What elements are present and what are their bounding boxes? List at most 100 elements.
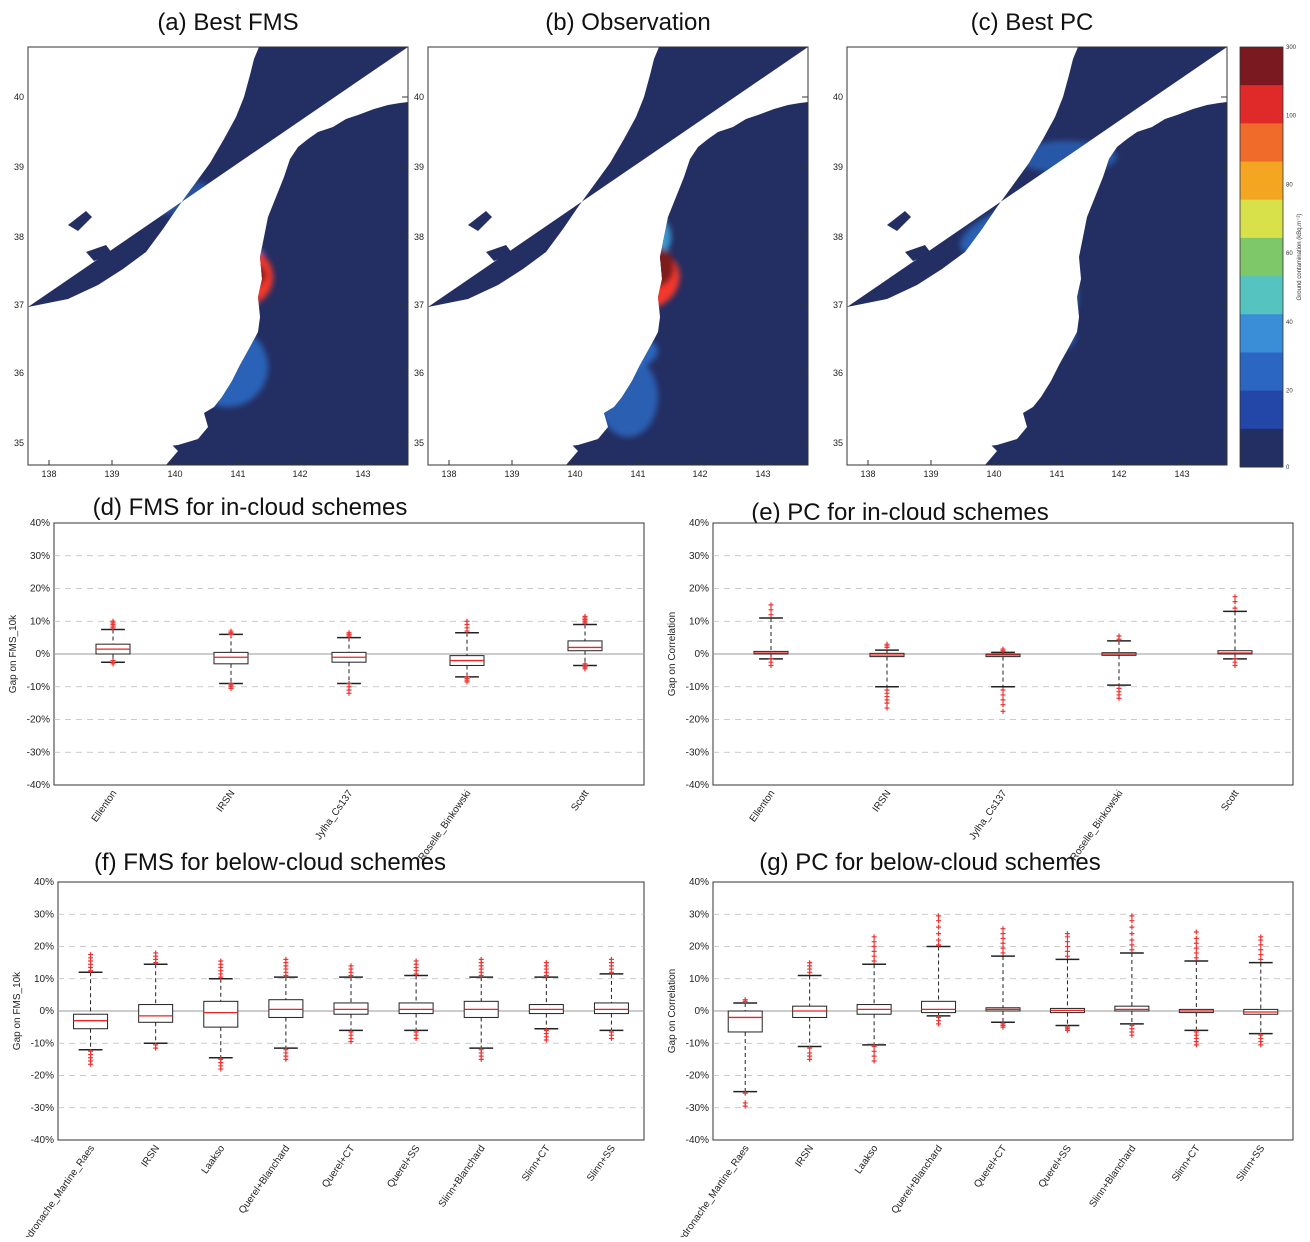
outlier-point bbox=[768, 612, 774, 618]
iqr-box bbox=[921, 1000, 957, 1014]
y-tick-label: 35 bbox=[833, 438, 843, 448]
iqr-box bbox=[398, 1002, 434, 1015]
outlier-point bbox=[1064, 948, 1070, 954]
outlier-point bbox=[543, 960, 549, 966]
colorbar-tick-label: 80 bbox=[1286, 182, 1293, 188]
outlier-point bbox=[884, 641, 890, 647]
outlier-point bbox=[1000, 945, 1006, 951]
outlier-point bbox=[1064, 1027, 1070, 1033]
outlier-point bbox=[1193, 940, 1199, 946]
map-title: (a) Best FMS bbox=[157, 9, 298, 36]
x-tick-label: IRSN bbox=[871, 788, 894, 814]
map-title: (b) Observation bbox=[545, 9, 710, 36]
outlier-point bbox=[88, 952, 94, 958]
outlier-point bbox=[346, 690, 352, 696]
colorbar-segment bbox=[1240, 47, 1283, 86]
colorbar-segment bbox=[1240, 237, 1283, 277]
chart-title: (e) PC for in-cloud schemes bbox=[751, 499, 1048, 526]
outlier-point bbox=[871, 1043, 877, 1049]
y-tick-label: 40 bbox=[14, 92, 24, 102]
colorbar-segment bbox=[1240, 199, 1283, 239]
outlier-point bbox=[1258, 942, 1264, 948]
colorbar-segment bbox=[1240, 428, 1283, 468]
outlier-point bbox=[768, 662, 774, 668]
y-tick-label: 35 bbox=[14, 438, 24, 448]
y-tick-label: 36 bbox=[414, 368, 424, 378]
outlier-point bbox=[936, 918, 942, 924]
iqr-box bbox=[268, 999, 304, 1018]
y-tick-label: 10% bbox=[689, 616, 709, 627]
y-tick-label: 40 bbox=[833, 92, 843, 102]
y-tick-label: 20% bbox=[30, 584, 50, 595]
x-tick-label: Querel+SS bbox=[385, 1143, 422, 1190]
colorbar-tick-label: 60 bbox=[1286, 251, 1293, 257]
x-tick-label: Querel+SS bbox=[1037, 1143, 1074, 1190]
y-tick-label: 39 bbox=[14, 162, 24, 172]
y-tick-label: 40 bbox=[414, 92, 424, 102]
outlier-point bbox=[768, 602, 774, 608]
outlier-point bbox=[1129, 1032, 1135, 1038]
outlier-point bbox=[871, 1048, 877, 1054]
y-tick-label: 35 bbox=[414, 438, 424, 448]
outlier-point bbox=[742, 1090, 748, 1096]
colorbar-tick-label: 100 bbox=[1286, 114, 1297, 120]
sado-island bbox=[887, 211, 911, 231]
outlier-point bbox=[1193, 1042, 1199, 1048]
outlier-point bbox=[1000, 687, 1006, 693]
x-tick-label: IRSN bbox=[215, 788, 238, 814]
outlier-point bbox=[1258, 1042, 1264, 1048]
outlier-point bbox=[742, 997, 748, 1003]
x-tick-label: Querel+Blanchard bbox=[890, 1143, 945, 1216]
outlier-point bbox=[884, 705, 890, 711]
x-tick-label: 142 bbox=[692, 469, 707, 479]
tokyo-bay bbox=[965, 441, 997, 465]
y-tick-label: 40% bbox=[30, 518, 50, 529]
colorbar-segment bbox=[1240, 123, 1283, 163]
map-border bbox=[27, 46, 409, 466]
outlier-point bbox=[543, 1037, 549, 1043]
outlier-point bbox=[1000, 926, 1006, 932]
outlier-point bbox=[1193, 935, 1199, 941]
x-tick-label: 141 bbox=[630, 469, 645, 479]
iqr-box bbox=[203, 1000, 239, 1028]
outlier-point bbox=[1129, 918, 1135, 924]
y-tick-label: 20% bbox=[689, 584, 709, 595]
outlier-point bbox=[1064, 931, 1070, 937]
x-tick-label: Ellenton bbox=[748, 788, 778, 824]
outlier-point bbox=[1064, 953, 1070, 959]
iqr-box bbox=[333, 1002, 369, 1015]
y-tick-label: 39 bbox=[414, 162, 424, 172]
outlier-point bbox=[936, 931, 942, 937]
y-tick-label: 0% bbox=[40, 1006, 55, 1017]
y-tick-label: 37 bbox=[833, 300, 843, 310]
sado-island bbox=[68, 211, 92, 231]
colorbar-frame bbox=[1239, 46, 1284, 468]
y-tick-label: 20% bbox=[34, 942, 54, 953]
x-tick-label: Scott bbox=[1219, 788, 1241, 813]
outlier-point bbox=[871, 948, 877, 954]
y-tick-label: 40% bbox=[689, 518, 709, 529]
x-tick-label: Slinn+CT bbox=[520, 1143, 553, 1183]
map-border bbox=[846, 46, 1228, 466]
boxplot-pc-below-cloud: (g) PC for below-cloud schemes 40% 30% 20% 1… bbox=[667, 849, 1294, 1242]
iqr-box bbox=[593, 1002, 629, 1015]
x-tick-label: 138 bbox=[860, 469, 875, 479]
noto-shape bbox=[86, 245, 112, 261]
x-tick-label: 143 bbox=[355, 469, 370, 479]
outlier-point bbox=[807, 1056, 813, 1062]
outlier-point bbox=[1232, 605, 1238, 611]
map-best-fms: (a) Best FMS 40 39 38 37 36 35 138 139 140 141 142… bbox=[14, 9, 409, 479]
y-tick-label: -40% bbox=[31, 1135, 54, 1146]
x-tick-label: Slinn+Blanchard bbox=[437, 1143, 488, 1209]
boxplot-fms-below-cloud: (f) FMS for below-cloud schemes 40% 30% 20%… bbox=[12, 849, 645, 1242]
y-tick-label: 38 bbox=[833, 232, 843, 242]
x-tick-label: Laakso bbox=[200, 1143, 228, 1176]
outlier-point bbox=[1000, 692, 1006, 698]
y-tick-label: -20% bbox=[27, 715, 50, 726]
outlier-point bbox=[807, 1045, 813, 1051]
outlier-point bbox=[871, 939, 877, 945]
y-tick-label: 36 bbox=[833, 368, 843, 378]
outlier-point bbox=[464, 679, 470, 685]
y-tick-label: -20% bbox=[686, 715, 709, 726]
outlier-point bbox=[1000, 935, 1006, 941]
